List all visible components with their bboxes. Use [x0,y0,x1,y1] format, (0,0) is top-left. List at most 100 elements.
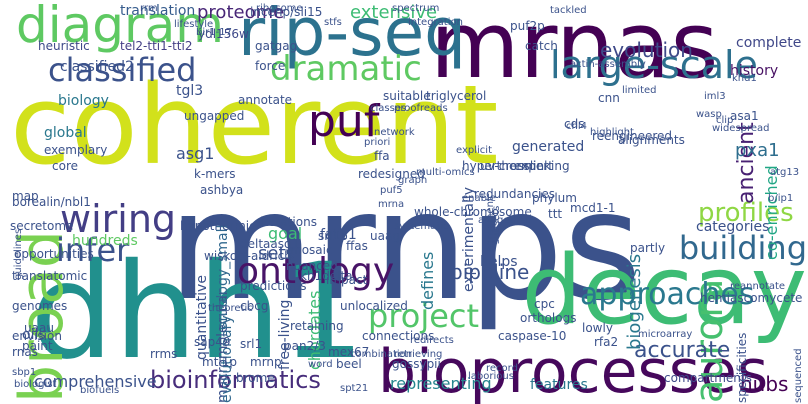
word-cloud-word: hypothermic [180,219,256,233]
word-cloud-word: record [486,363,518,374]
word-cloud-word: mex67 [328,345,370,359]
word-cloud-word: ancient [734,122,759,204]
word-cloud-word: tackled [550,5,587,16]
word-cloud-word: asa1 [730,109,759,123]
word-cloud-word: brome [236,371,275,385]
word-cloud-word: tgl3 [176,83,204,99]
word-cloud-word: pipeline [450,260,530,284]
word-cloud-word: bioprocesses [378,337,769,404]
word-cloud-word: cds [564,117,585,131]
word-cloud-word: coherent [10,61,499,189]
word-cloud-word: representing [390,374,492,393]
word-cloud-word: extensive [350,2,438,23]
word-cloud-word: limited [622,85,657,96]
word-cloud-word: ungapped [184,109,245,123]
word-cloud-word: genomes [12,299,68,313]
word-cloud-word: bioinformatics [150,366,321,394]
word-cloud-word: srl1 [240,337,263,351]
word-cloud-word: compartments [664,371,752,385]
word-cloud-word: complete [736,35,802,51]
word-cloud-word: specificities [735,332,749,403]
word-cloud-word: cbcg [240,299,269,313]
word-cloud-word: subsets [491,205,502,244]
word-cloud-word: ontology [237,251,395,292]
word-cloud-word: diagram [16,0,224,54]
word-cloud-word: map [12,189,39,203]
word-cloud-word: b/ip1 [768,193,794,204]
word-cloud-word: puf2p [510,19,545,33]
word-cloud-word: gatgag [255,39,298,53]
word-cloud-word: bir1-17 [196,27,232,38]
word-cloud-word: classified2 [60,59,134,75]
word-cloud-word: ashbya [200,183,244,197]
word-cloud-word: classes [370,103,407,114]
word-cloud-word: spt21 [340,383,369,394]
word-cloud-word: biofuels [80,385,120,396]
word-cloud-word: cpc [534,297,555,311]
word-cloud-word: annotate [238,93,293,107]
word-cloud-word: accurate [634,338,731,363]
word-cloud-word: phylum [532,191,577,205]
word-cloud-word: classified [48,51,197,89]
word-cloud-word: graph [398,175,428,186]
word-cloud-word: biology [58,93,109,109]
word-cloud-word: partly [630,241,666,255]
word-cloud-word: helps [480,254,518,270]
word-cloud-word: highlight [590,127,634,138]
word-cloud-word: khd1 [732,73,757,84]
word-cloud-word: mosaic [290,243,333,257]
word-cloud-word: iterations [260,215,317,229]
word-cloud-word: core [52,159,78,173]
word-cloud-word: ffas [346,239,368,253]
word-cloud-word: enable [462,193,496,204]
word-cloud-word: impact [326,273,368,287]
word-cloud-word: goal [268,224,303,243]
word-cloud-word: hemiascomycete [700,291,803,305]
word-cloud-word: whole-chromosome [414,205,532,219]
word-cloud-word: defines [418,251,437,310]
word-cloud-word: ribosome [256,3,303,14]
word-cloud-word: uaag [370,229,400,243]
word-cloud-word: incenp/sli15 [250,5,323,19]
word-cloud-word: oils [22,327,46,343]
word-cloud-word: ydl156w [198,27,249,41]
word-cloud-word: redirects [410,335,454,346]
word-cloud-word: proofreads [394,103,448,114]
word-cloud-word: translatomic [12,269,88,283]
word-cloud-word: rip-seq [238,0,467,71]
word-cloud-word: uv-crosslinking [480,159,570,173]
word-cloud-word: asg1 [176,144,215,163]
word-cloud-word: heuristic [38,39,90,53]
word-cloud-word: network [374,127,415,138]
word-cloud-word: mrnp [250,355,282,369]
word-cloud-word: expert [514,159,553,173]
word-cloud-word: categories [696,219,770,235]
word-cloud-word: pan2/3 [284,339,326,353]
word-cloud-word: multi-omics [416,167,475,178]
word-cloud-word: lifestyle [174,19,214,30]
word-cloud-word: comprehensive [34,372,157,391]
word-cloud-word: rrms [150,347,178,361]
word-cloud-word: infer [56,231,130,269]
word-cloud-word: retrieving [394,349,443,360]
word-cloud-word: caspase-10 [498,329,567,343]
word-cloud-word: co-enriched [762,165,781,260]
word-cloud-word: combination [350,349,413,360]
word-cloud-word: mrnps [168,160,642,334]
word-cloud-word: biologist [14,379,57,390]
word-cloud-word: hubs [740,372,789,396]
word-cloud-word: integration [408,17,463,28]
word-cloud-word: opportunities [14,247,94,261]
word-cloud-word: ttt [548,207,563,221]
word-cloud-word: k-mers [194,167,236,181]
word-cloud-word: deltaasg1 [240,237,300,251]
word-cloud-word: approaches [580,277,755,312]
word-cloud-word: evolution [600,38,693,62]
word-cloud-word: exemplary [44,143,108,157]
word-cloud-word: stfs [324,17,342,28]
word-cloud-word: redesigned [358,167,425,181]
word-cloud-word: mrna [378,199,405,210]
word-cloud-word: fat11 [320,227,357,243]
word-cloud-word: reannotate [730,281,786,292]
